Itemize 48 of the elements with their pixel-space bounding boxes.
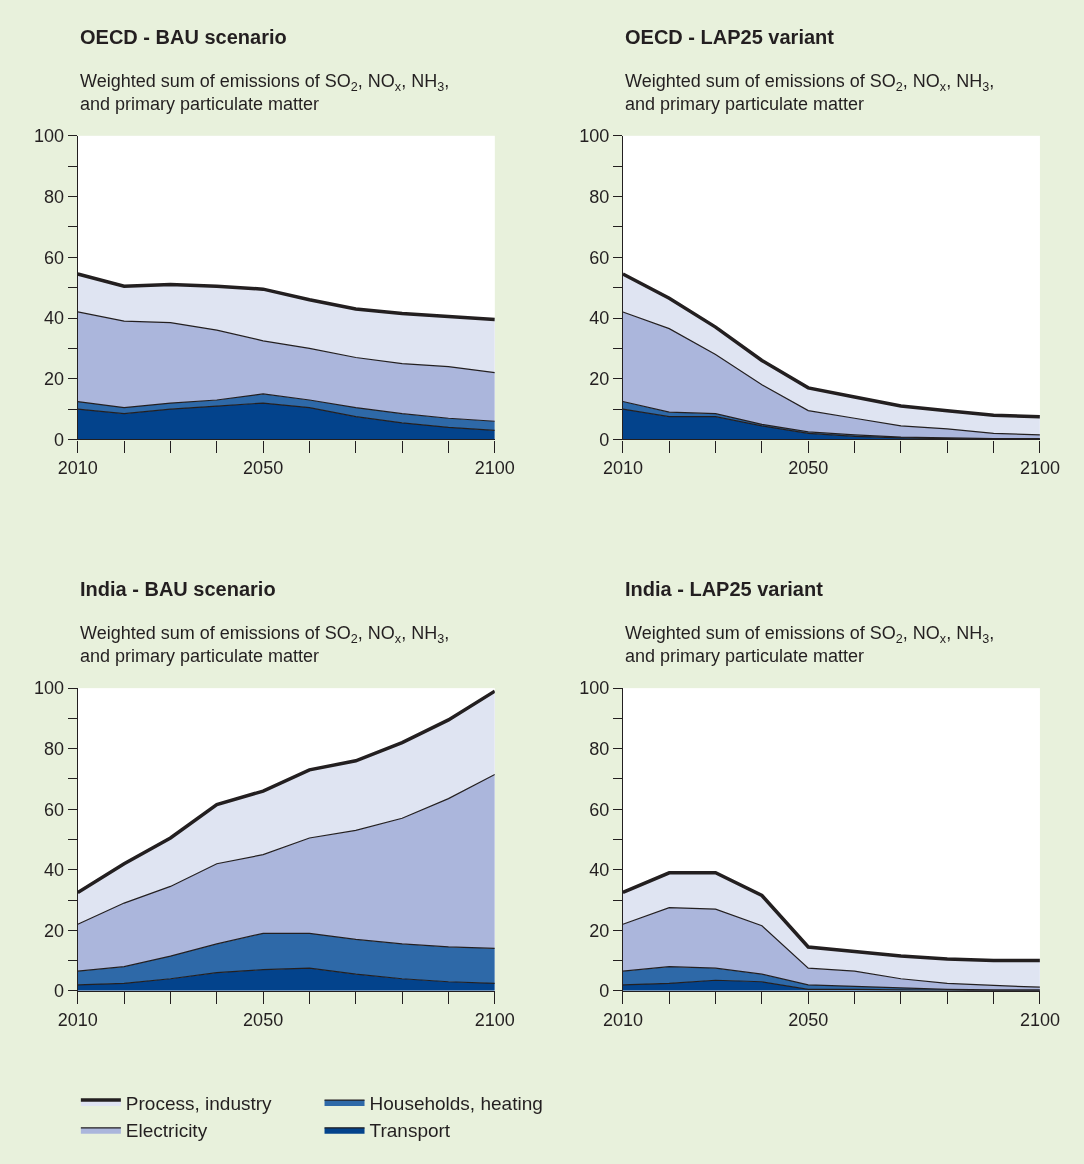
x-tick-label: 2100 bbox=[474, 1009, 515, 1030]
x-tick-label: 2010 bbox=[57, 1009, 98, 1030]
text: Weighted sum of emissions of SO$_{2}$, NO$_{x}$, NH$_{3}$, and primary particulate matter bbox=[80, 623, 450, 667]
y-tick-label: 20 bbox=[44, 369, 65, 390]
x-tick-label: 2100 bbox=[1019, 1009, 1060, 1030]
y-tick-label: 20 bbox=[589, 369, 610, 390]
y-tick-label: 100 bbox=[34, 678, 65, 699]
y-tick-label: 80 bbox=[589, 186, 610, 207]
y-tick-label: 40 bbox=[44, 860, 65, 881]
legend-label: Households, heating bbox=[369, 1092, 543, 1114]
x-tick-label: 2050 bbox=[788, 458, 829, 479]
legend-label: Process, industry bbox=[125, 1092, 273, 1114]
chart-title: India - LAP25 variant bbox=[625, 578, 824, 600]
legend-label: Electricity bbox=[125, 1120, 208, 1142]
y-tick-label: 40 bbox=[44, 308, 65, 329]
x-tick-label: 2010 bbox=[57, 458, 98, 479]
y-tick-label: 20 bbox=[44, 920, 65, 941]
y-tick-label: 20 bbox=[589, 920, 610, 941]
y-tick-label: 100 bbox=[579, 678, 610, 699]
y-tick-label: 0 bbox=[54, 981, 65, 1002]
text: Weighted sum of emissions of SO$_{2}$, NO$_{x}$, NH$_{3}$, and primary particulate matter bbox=[625, 623, 995, 667]
y-tick-label: 60 bbox=[44, 799, 65, 820]
chart-title: OECD - BAU scenario bbox=[80, 26, 287, 48]
y-tick-label: 60 bbox=[44, 247, 65, 268]
y-tick-label: 0 bbox=[599, 429, 610, 450]
y-tick-label: 0 bbox=[54, 429, 65, 450]
y-tick-label: 80 bbox=[44, 186, 65, 207]
y-tick-label: 100 bbox=[579, 126, 610, 147]
y-tick-label: 80 bbox=[589, 738, 610, 759]
y-tick-label: 40 bbox=[589, 308, 610, 329]
x-tick-label: 2050 bbox=[243, 1009, 284, 1030]
x-tick-label: 2100 bbox=[474, 458, 515, 479]
y-tick-label: 60 bbox=[589, 247, 610, 268]
x-tick-label: 2100 bbox=[1019, 458, 1060, 479]
x-tick-label: 2010 bbox=[602, 458, 643, 479]
y-tick-label: 0 bbox=[599, 981, 610, 1002]
x-tick-label: 2050 bbox=[788, 1009, 829, 1030]
chart-title: OECD - LAP25 variant bbox=[625, 26, 835, 48]
legend-label: Transport bbox=[369, 1120, 451, 1142]
y-tick-label: 40 bbox=[589, 860, 610, 881]
chart-title: India - BAU scenario bbox=[80, 578, 276, 600]
x-tick-label: 2050 bbox=[243, 458, 284, 479]
y-tick-label: 80 bbox=[44, 738, 65, 759]
text: Weighted sum of emissions of SO$_{2}$, NO$_{x}$, NH$_{3}$, and primary particulate matter bbox=[625, 71, 995, 115]
y-tick-label: 60 bbox=[589, 799, 610, 820]
y-tick-label: 100 bbox=[34, 126, 65, 147]
x-tick-label: 2010 bbox=[602, 1009, 643, 1030]
text: Weighted sum of emissions of SO$_{2}$, NO$_{x}$, NH$_{3}$, and primary particulate matter bbox=[80, 71, 450, 115]
